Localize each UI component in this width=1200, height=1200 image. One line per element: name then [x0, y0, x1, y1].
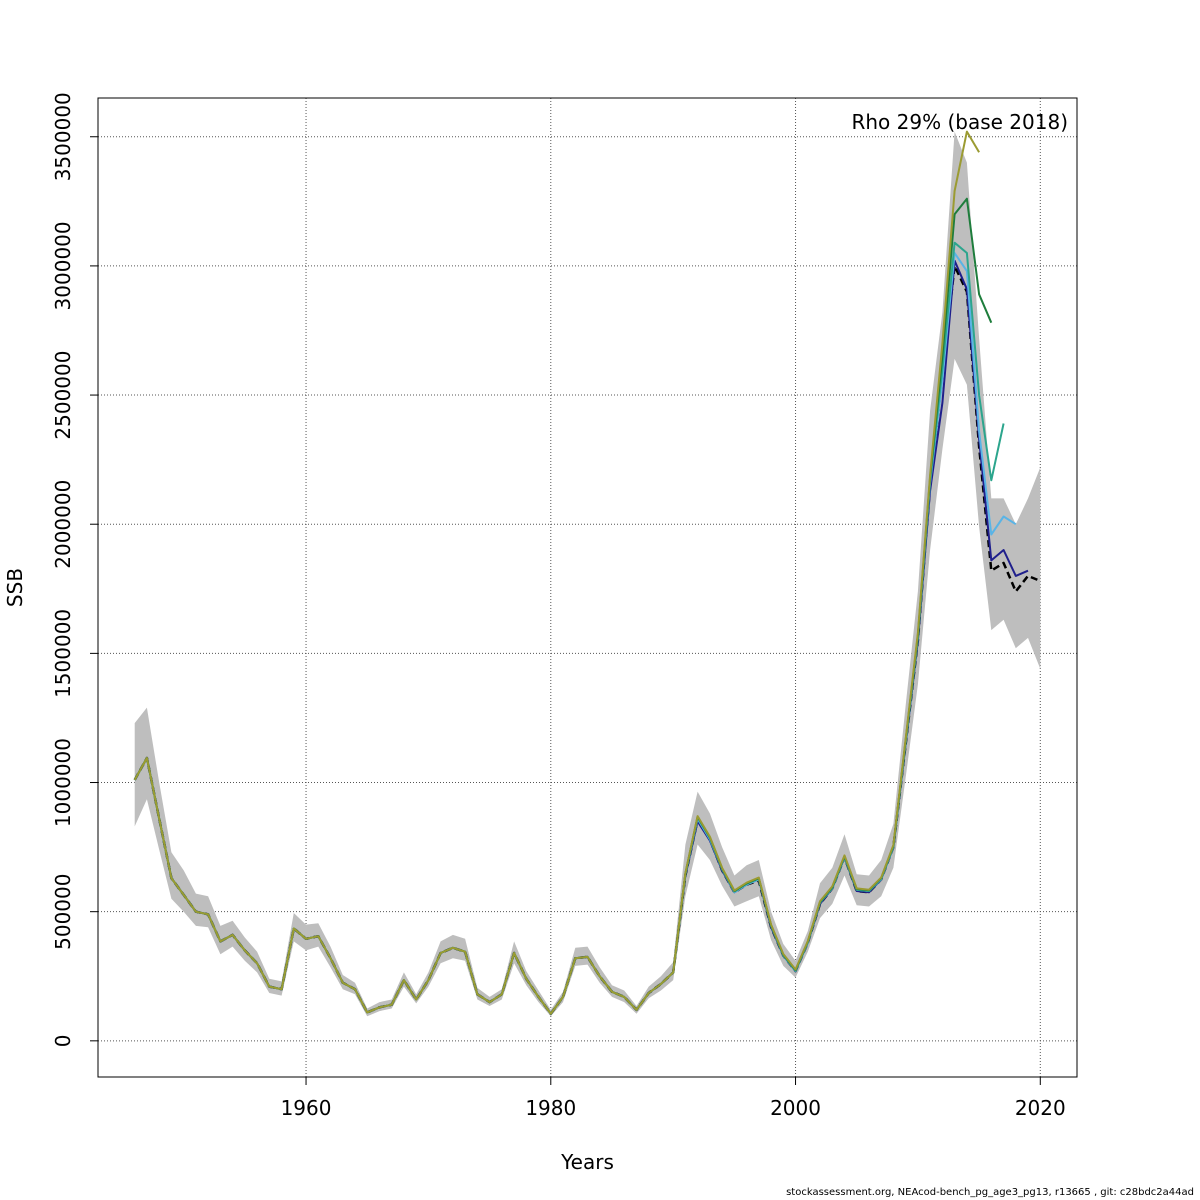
plot-frame — [97, 97, 1078, 1078]
y-tick-label: 0 — [51, 1034, 75, 1047]
retro-peel-line-5 — [133, 130, 980, 1015]
axes: 1960 1980 2000 2020 0 500000 1000000 1500000 200… — [51, 92, 1066, 1120]
y-tick-label: 1500000 — [51, 609, 75, 698]
y-tick-label: 500000 — [51, 874, 75, 950]
gridlines — [98, 98, 1077, 1077]
retro-peel-line-2 — [133, 252, 1017, 1015]
x-axis-title: Years — [560, 1150, 614, 1174]
confidence-band-layer — [134, 131, 1041, 1017]
y-tick-label: 2000000 — [51, 480, 75, 569]
confidence-band — [134, 131, 1041, 1017]
y-axis-title: SSB — [3, 568, 27, 607]
x-tick-label: 1980 — [525, 1096, 576, 1120]
x-tick-label: 2000 — [770, 1096, 821, 1120]
y-tick-label: 3000000 — [51, 221, 75, 310]
series-layer — [133, 130, 1041, 1015]
footer-credit: stockassessment.org, NEAcod-bench_pg_age… — [786, 1187, 1194, 1198]
y-tick-label: 2500000 — [51, 351, 75, 440]
x-tick-label: 1960 — [281, 1096, 332, 1120]
rho-annotation: Rho 29% (base 2018) — [851, 110, 1068, 134]
x-tick-label: 2020 — [1015, 1096, 1066, 1120]
y-tick-label: 3500000 — [51, 92, 75, 181]
retro-peel-line-1 — [133, 259, 1029, 1015]
y-tick-label: 1000000 — [51, 738, 75, 827]
ssb-base-line — [133, 264, 1041, 1015]
